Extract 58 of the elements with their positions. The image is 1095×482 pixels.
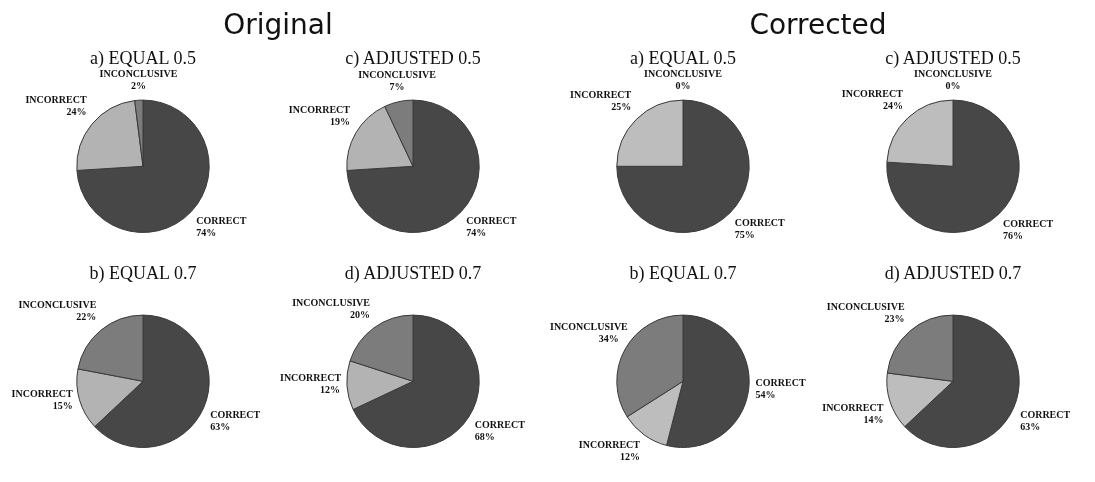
slice-label: INCONCLUSIVE (826, 300, 905, 312)
data-label: 24% (882, 99, 903, 111)
slice-label: CORRECT (466, 214, 517, 226)
data-label: 2% (130, 79, 146, 91)
data-label: 68% (474, 431, 495, 443)
data-label: 19% (329, 115, 350, 127)
slice-label: INCONCLUSIVE (99, 67, 178, 79)
slice-label: INCONCLUSIVE (292, 296, 371, 308)
data-label: 25% (611, 101, 632, 113)
category-label: INCONCLUSIVE (644, 67, 722, 79)
chart-title: d) ADJUSTED 0.7 (344, 262, 482, 284)
slice-label: CORRECT (1003, 218, 1054, 230)
text: 0% (675, 79, 691, 91)
slice-label: CORRECT (755, 377, 806, 389)
slice-label: INCORRECT (578, 439, 641, 451)
slice-label: INCONCLUSIVE (550, 320, 629, 332)
slice-label: INCORRECT (822, 402, 884, 414)
data-label: 76% (1003, 230, 1024, 242)
chart-title: a) EQUAL 0.5 (90, 47, 196, 69)
data-label: 54% (755, 389, 776, 401)
data-label: 14% (863, 414, 884, 426)
data-label: 23% (884, 312, 905, 324)
data-label: 12% (619, 451, 640, 463)
slice-label: CORRECT (210, 408, 261, 420)
slice-label: INCORRECT (841, 87, 904, 99)
slice-label: INCORRECT (11, 388, 74, 400)
slice-label: CORRECT (196, 214, 247, 226)
data-label: 34% (598, 332, 619, 344)
slice-label: INCORRECT (279, 372, 342, 384)
chart-title: b) EQUAL 0.7 (89, 262, 197, 284)
data-label: 74% (196, 226, 217, 238)
data-label: 22% (76, 311, 97, 323)
slice-label: INCORRECT (570, 89, 632, 101)
data-label: 15% (52, 400, 73, 412)
slice-label: INCORRECT (288, 103, 351, 115)
text: 0% (945, 79, 961, 91)
data-label: 20% (349, 308, 370, 320)
slice-label: CORRECT (474, 419, 526, 431)
data-label: 7% (389, 81, 405, 93)
chart-title: a) EQUAL 0.5 (630, 47, 736, 69)
data-label: 63% (1020, 420, 1041, 432)
slice-label: INCONCLUSIVE (358, 69, 437, 81)
data-label: 12% (319, 384, 340, 396)
category-label: INCONCLUSIVE (914, 67, 992, 79)
slice-label: CORRECT (734, 216, 786, 228)
data-label: 24% (66, 106, 87, 118)
chart-title: c) ADJUSTED 0.5 (885, 47, 1021, 69)
slice-label: INCORRECT (25, 94, 87, 106)
data-label: 74% (466, 226, 487, 238)
slice-label: CORRECT (1020, 408, 1071, 420)
data-label: 63% (210, 420, 231, 432)
data-label: 75% (734, 228, 755, 240)
chart-title: b) EQUAL 0.7 (629, 262, 737, 284)
slice-label: INCONCLUSIVE (18, 299, 97, 311)
text: Corrected (749, 8, 887, 41)
chart-title: d) ADJUSTED 0.7 (884, 262, 1022, 284)
chart-title: c) ADJUSTED 0.5 (345, 47, 481, 69)
text: Original (223, 8, 333, 41)
